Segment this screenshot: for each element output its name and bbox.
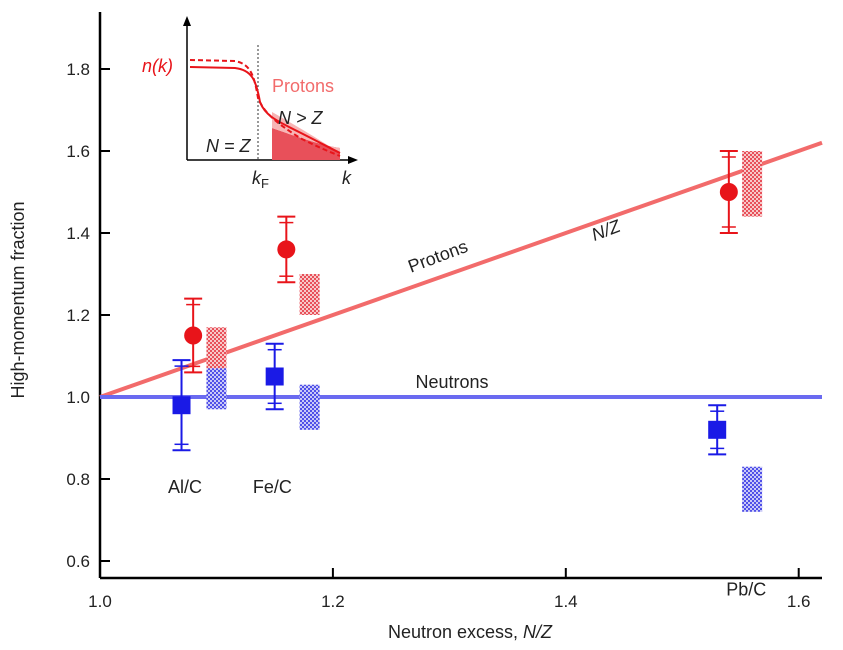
inset-k-label: k — [342, 168, 352, 188]
protons-sys-box — [299, 274, 320, 315]
inset-x-arrow — [348, 156, 358, 164]
point-labels: Al/C Fe/C Pb/C — [168, 477, 766, 600]
inset-diagram: n(k) Protons N > Z N = Z kF k — [142, 16, 358, 191]
systematic-uncertainty-boxes — [206, 151, 763, 512]
x-tick-label: 1.0 — [88, 592, 112, 611]
y-tick-label: 1.4 — [66, 224, 90, 243]
y-tick-label: 1.8 — [66, 60, 90, 79]
inset-kf-main: k — [252, 168, 262, 188]
x-ticks: 1.0 1.2 1.4 1.6 — [88, 568, 811, 611]
inset-shaded-tail-light — [272, 112, 340, 153]
inset-kf-subscript: F — [261, 176, 269, 191]
neutrons-sys-box — [299, 384, 320, 430]
x-tick-label: 1.6 — [787, 592, 811, 611]
protons-marker — [277, 240, 296, 259]
neutrons-sys-box — [742, 466, 763, 512]
point-label: Al/C — [168, 477, 202, 497]
neutrons-sys-box — [206, 368, 227, 410]
inset-n-greater-z-label: N > Z — [278, 108, 324, 128]
x-axis-title-italic: N/Z — [523, 622, 553, 642]
y-tick-label: 1.6 — [66, 142, 90, 161]
nz-line-label: N/Z — [589, 216, 624, 245]
protons-sys-box — [206, 327, 227, 369]
neutrons-line-label: Neutrons — [415, 372, 488, 392]
inset-kf-label: kF — [252, 168, 269, 191]
inset-protons-label: Protons — [272, 76, 334, 96]
y-tick-label: 0.8 — [66, 470, 90, 489]
inset-y-label: n(k) — [142, 56, 173, 76]
inset-shaded-tail-dark — [272, 128, 340, 160]
x-tick-label: 1.2 — [321, 592, 345, 611]
point-label: Fe/C — [253, 477, 292, 497]
neutrons-marker — [708, 420, 727, 439]
error-bars — [172, 150, 738, 456]
inset-curve-dashed — [189, 59, 341, 157]
protons-sys-box — [742, 151, 763, 217]
inset-y-arrow — [183, 16, 191, 26]
x-tick-label: 1.4 — [554, 592, 578, 611]
protons-marker — [719, 183, 738, 201]
point-label: Pb/C — [726, 580, 766, 600]
y-tick-label: 1.0 — [66, 388, 90, 407]
y-axis-title: High-momentum fraction — [8, 201, 28, 398]
x-axis-title-text: Neutron excess, — [388, 622, 523, 642]
protons-marker — [184, 326, 203, 345]
inset-n-equal-z-label: N = Z — [206, 136, 252, 156]
y-tick-label: 0.6 — [66, 552, 90, 571]
y-tick-label: 1.2 — [66, 306, 90, 325]
y-ticks: 0.6 0.8 1.0 1.2 1.4 1.6 1.8 — [66, 60, 110, 571]
data-markers — [172, 183, 738, 439]
x-axis-title: Neutron excess, N/Z — [388, 622, 553, 642]
neutrons-marker — [172, 396, 191, 415]
neutrons-marker — [265, 367, 284, 386]
